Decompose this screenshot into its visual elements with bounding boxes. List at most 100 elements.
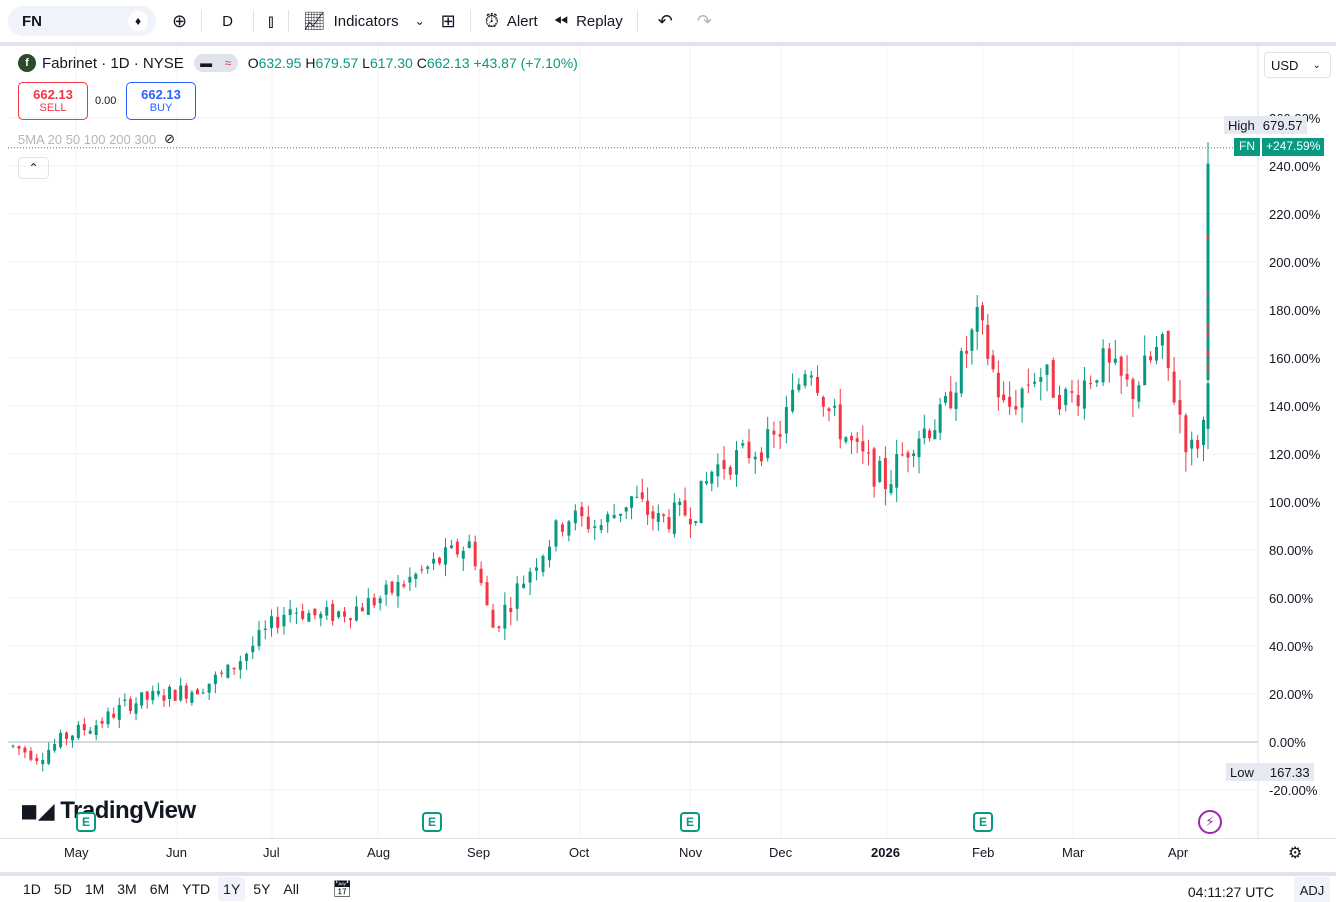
month-label: Feb bbox=[972, 845, 995, 860]
candle-body bbox=[117, 705, 121, 720]
range-1d[interactable]: 1D bbox=[23, 881, 41, 897]
candle-body bbox=[683, 500, 687, 516]
candle-body bbox=[866, 452, 870, 454]
candle-body bbox=[263, 628, 267, 630]
candle-body bbox=[593, 526, 597, 528]
earnings-icon[interactable]: E bbox=[973, 812, 993, 832]
buy-button[interactable]: 662.13 BUY bbox=[126, 82, 196, 120]
eye-hidden-icon[interactable]: ⊘ bbox=[164, 131, 175, 146]
candle-body bbox=[1051, 360, 1055, 398]
high-value: 679.57 bbox=[315, 55, 359, 71]
low-marker-value: 167.33 bbox=[1269, 764, 1310, 780]
candle-body bbox=[912, 453, 916, 457]
candle-body bbox=[1045, 364, 1049, 375]
grid-icon: ⊞ bbox=[440, 10, 456, 31]
candle-body bbox=[586, 516, 590, 530]
compare-button[interactable]: ⊕ bbox=[164, 5, 195, 37]
range-5d[interactable]: 5D bbox=[53, 881, 72, 897]
range-6m[interactable]: 6M bbox=[149, 881, 170, 897]
chart-type-button[interactable]: ⫾ bbox=[260, 5, 282, 37]
range-1m[interactable]: 1M bbox=[84, 881, 105, 897]
range-1y[interactable]: 1Y bbox=[218, 877, 246, 901]
candle-body bbox=[791, 389, 795, 412]
candle-body bbox=[515, 583, 519, 609]
ohlc-values: O632.95 H679.57 L617.30 C662.13 +43.87 (… bbox=[248, 55, 578, 71]
candle-body bbox=[220, 672, 224, 674]
candle-body bbox=[895, 454, 899, 488]
event-flash-icon[interactable]: ⚡ bbox=[1198, 810, 1222, 834]
candle-body bbox=[1137, 385, 1141, 402]
candle-body bbox=[1143, 355, 1147, 386]
range-ytd[interactable]: YTD bbox=[182, 881, 211, 897]
candle-body bbox=[76, 724, 80, 739]
close-label: C bbox=[416, 55, 427, 71]
ma-indicator-legend[interactable]: 5MA 20 50 100 200 300 ⊘ bbox=[18, 131, 175, 147]
candle-body bbox=[672, 502, 676, 534]
range-3m[interactable]: 3M bbox=[117, 881, 137, 897]
separator bbox=[287, 10, 289, 32]
replay-button[interactable]: ⏪︎ Replay bbox=[546, 5, 631, 37]
collapse-legend-button[interactable]: ⌃ bbox=[18, 157, 49, 179]
interval-button[interactable]: D bbox=[208, 5, 247, 37]
settings-icon[interactable]: ⚙︎ bbox=[1288, 845, 1303, 862]
calendar-goto-icon[interactable]: 📅︎ bbox=[331, 881, 353, 898]
candle-body bbox=[360, 607, 364, 612]
sell-button[interactable]: 662.13 SELL bbox=[18, 82, 88, 120]
price-chart[interactable]: 260.00%240.00%220.00%200.00%180.00%160.0… bbox=[0, 46, 1336, 838]
candle-body bbox=[307, 613, 311, 622]
undo-button[interactable]: ↶ bbox=[644, 5, 687, 37]
high-marker: High 679.57 bbox=[1224, 116, 1307, 134]
earnings-icon[interactable]: E bbox=[422, 812, 442, 832]
candle-body bbox=[313, 608, 317, 616]
indicators-dropdown[interactable]: ⌄ bbox=[407, 5, 433, 37]
candle-body bbox=[1206, 163, 1210, 179]
earnings-icon[interactable]: E bbox=[680, 812, 700, 832]
currency-select[interactable]: USD ⌄ bbox=[1264, 52, 1331, 78]
layout-button[interactable]: ⊞ bbox=[433, 5, 464, 37]
candle-body bbox=[704, 481, 708, 484]
candle-body bbox=[288, 609, 292, 615]
earnings-icon[interactable]: E bbox=[76, 812, 96, 832]
range-5y[interactable]: 5Y bbox=[253, 881, 271, 897]
adj-toggle[interactable]: ADJ bbox=[1294, 877, 1330, 902]
candle-body bbox=[667, 517, 671, 530]
symbol-search[interactable]: FN ♦ bbox=[8, 6, 156, 36]
range-all[interactable]: All bbox=[283, 881, 299, 897]
watchlist-icon[interactable]: ♦ bbox=[128, 11, 148, 31]
indicators-button[interactable]: 📈︎ Indicators bbox=[295, 5, 407, 37]
replay-label: Replay bbox=[576, 12, 623, 30]
ma-text: 5MA 20 50 100 200 300 bbox=[18, 131, 157, 147]
open-label: O bbox=[247, 55, 259, 71]
candle-body bbox=[331, 603, 335, 621]
y-tick-label: 180.00% bbox=[1269, 303, 1321, 318]
time-axis[interactable]: May Jun Jul Aug Sep Oct Nov Dec 2026 Feb… bbox=[0, 838, 1336, 866]
current-change-tag: +247.59% bbox=[1262, 138, 1325, 156]
month-label: Jun bbox=[166, 845, 187, 860]
candle-body bbox=[59, 733, 63, 748]
candle-body bbox=[162, 695, 166, 701]
candle-body bbox=[1149, 356, 1153, 361]
candle-body bbox=[959, 350, 963, 394]
candle-body bbox=[343, 611, 347, 617]
redo-button[interactable]: ↷ bbox=[687, 5, 722, 37]
candle-body bbox=[426, 566, 430, 569]
low-value: 617.30 bbox=[369, 55, 413, 71]
candle-body bbox=[47, 749, 51, 764]
candle-body bbox=[145, 691, 149, 700]
candle-body bbox=[378, 598, 382, 604]
y-tick-label: 0.00% bbox=[1269, 735, 1306, 750]
alert-button[interactable]: ⏰︎ Alert bbox=[477, 5, 546, 37]
y-tick-label: 140.00% bbox=[1269, 399, 1321, 414]
y-tick-label: -20.00% bbox=[1269, 783, 1318, 798]
candle-body bbox=[827, 408, 831, 412]
candle-body bbox=[970, 329, 974, 351]
candle-body bbox=[1057, 394, 1061, 410]
candle-body bbox=[797, 384, 801, 391]
legend-toggle[interactable]: ▬ ≈ bbox=[193, 54, 238, 72]
legend-title[interactable]: Fabrinet · 1D · NYSE bbox=[42, 54, 184, 72]
tradingview-logo[interactable]: ◼◢ TradingView bbox=[20, 797, 196, 825]
candle-body bbox=[128, 699, 132, 712]
clock-time[interactable]: 04:11:27 UTC bbox=[1187, 884, 1274, 900]
year-label: 2026 bbox=[871, 845, 900, 860]
candle-body bbox=[766, 429, 770, 459]
